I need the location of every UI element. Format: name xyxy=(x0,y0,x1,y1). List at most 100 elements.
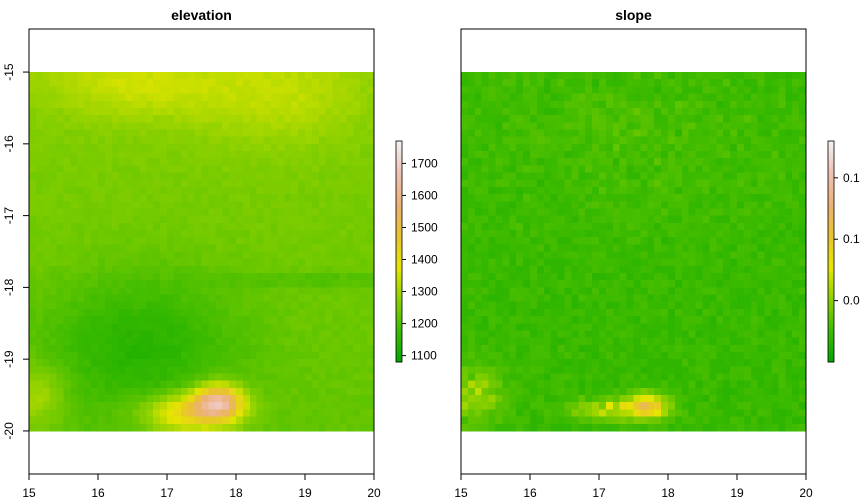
raster-cell xyxy=(284,186,292,195)
raster-cell xyxy=(557,79,566,88)
raster-cell xyxy=(516,351,524,360)
raster-cell xyxy=(91,366,99,375)
colorbar-step xyxy=(396,222,402,226)
raster-cell xyxy=(723,229,731,238)
raster-cell xyxy=(56,222,65,231)
raster-cell xyxy=(201,351,209,360)
raster-cell xyxy=(605,208,614,217)
raster-cell xyxy=(778,143,786,152)
raster-cell xyxy=(42,151,51,159)
raster-cell xyxy=(84,136,92,145)
raster-cell xyxy=(360,179,368,188)
raster-cell xyxy=(367,115,375,123)
raster-cell xyxy=(332,316,341,324)
raster-cell xyxy=(536,129,545,138)
raster-cell xyxy=(173,265,182,274)
raster-cell xyxy=(481,409,490,418)
raster-cell xyxy=(284,237,292,245)
raster-cell xyxy=(585,201,593,210)
raster-cell xyxy=(98,194,106,202)
raster-cell xyxy=(305,122,313,131)
raster-cell xyxy=(104,395,113,403)
raster-cell xyxy=(640,251,648,260)
raster-cell xyxy=(702,273,710,281)
raster-cell xyxy=(585,366,593,375)
raster-cell xyxy=(98,93,106,102)
raster-cell xyxy=(737,380,745,389)
raster-cell xyxy=(557,301,566,310)
raster-cell xyxy=(180,143,189,152)
raster-cell xyxy=(146,387,154,396)
raster-cell xyxy=(750,143,759,152)
colorbar-tick-label: 1200 xyxy=(411,317,438,331)
raster-cell xyxy=(236,208,244,217)
raster-cell xyxy=(222,107,230,116)
raster-cell xyxy=(56,72,65,80)
raster-cell xyxy=(63,179,71,188)
raster-cell xyxy=(495,273,503,281)
raster-cell xyxy=(688,136,697,145)
raster-cell xyxy=(737,165,745,174)
raster-cell xyxy=(530,330,538,339)
raster-cell xyxy=(208,416,216,425)
raster-cell xyxy=(305,222,313,231)
raster-cell xyxy=(709,186,717,195)
raster-cell xyxy=(647,136,655,145)
raster-cell xyxy=(550,215,559,224)
raster-cell xyxy=(523,194,531,202)
raster-cell xyxy=(277,409,285,418)
raster-cell xyxy=(70,143,78,152)
raster-cell xyxy=(118,229,127,238)
raster-cell xyxy=(256,79,265,88)
raster-cell xyxy=(654,237,662,245)
raster-cell xyxy=(63,165,71,174)
raster-cell xyxy=(49,136,58,145)
raster-cell xyxy=(647,79,655,88)
raster-cell xyxy=(550,194,559,202)
raster-cell xyxy=(360,122,368,131)
raster-cell xyxy=(229,129,237,138)
raster-cell xyxy=(187,380,196,389)
raster-cell xyxy=(668,86,676,95)
raster-cell xyxy=(35,93,44,102)
raster-cell xyxy=(509,158,517,166)
raster-cell xyxy=(709,359,717,367)
raster-cell xyxy=(668,215,676,224)
raster-cell xyxy=(153,201,161,210)
raster-cell xyxy=(146,273,154,281)
raster-cell xyxy=(332,201,341,210)
raster-cell xyxy=(70,344,78,353)
raster-cell xyxy=(29,115,37,123)
raster-cell xyxy=(619,244,628,253)
raster-cell xyxy=(263,115,272,123)
raster-cell xyxy=(557,229,566,238)
raster-cell xyxy=(488,122,497,131)
raster-cell xyxy=(146,107,154,116)
raster-cell xyxy=(98,129,106,138)
raster-cell xyxy=(509,337,517,346)
raster-cell xyxy=(187,151,196,159)
raster-cell xyxy=(298,107,306,116)
raster-cell xyxy=(668,72,676,80)
raster-cell xyxy=(605,308,614,317)
raster-cell xyxy=(688,229,697,238)
raster-cell xyxy=(695,165,704,174)
raster-cell xyxy=(215,107,223,116)
raster-cell xyxy=(764,237,773,245)
raster-cell xyxy=(222,409,230,418)
raster-cell xyxy=(187,165,196,174)
raster-cell xyxy=(180,265,189,274)
raster-cell xyxy=(298,115,306,123)
raster-cell xyxy=(104,72,113,80)
raster-cell xyxy=(146,115,154,123)
raster-cell xyxy=(474,158,483,166)
raster-cell xyxy=(284,122,292,131)
raster-cell xyxy=(270,273,278,281)
raster-cell xyxy=(592,179,600,188)
raster-cell xyxy=(325,215,334,224)
raster-cell xyxy=(305,380,313,389)
raster-cell xyxy=(743,237,752,245)
raster-cell xyxy=(750,158,759,166)
raster-cell xyxy=(284,373,292,382)
raster-cell xyxy=(29,122,37,131)
